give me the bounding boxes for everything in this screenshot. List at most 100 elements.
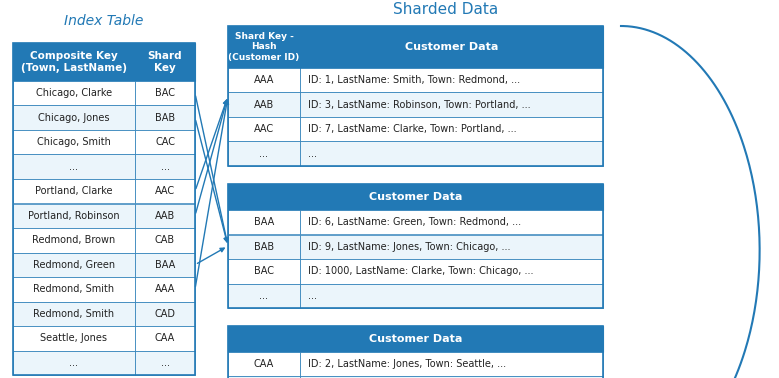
Bar [13,253,135,277]
Bar [13,105,135,130]
Text: AAC: AAC [254,124,274,134]
Bar [135,81,195,105]
Text: Redmond, Green: Redmond, Green [33,260,115,270]
Bar [300,234,603,259]
Text: BAA: BAA [254,217,274,227]
Text: Redmond, Brown: Redmond, Brown [33,235,115,245]
Text: ...: ... [308,291,317,301]
Bar [228,184,603,308]
Text: CAB: CAB [155,235,175,245]
Text: Composite Key
(Town, LastName): Composite Key (Town, LastName) [21,51,127,73]
Bar [13,130,135,155]
Text: BAB: BAB [155,113,175,123]
Text: ...: ... [160,358,170,368]
Bar [13,43,135,81]
Text: ID: 2, LastName: Jones, Town: Seattle, ...: ID: 2, LastName: Jones, Town: Seattle, .… [308,359,506,369]
Text: AAB: AAB [155,211,175,221]
Bar [13,203,135,228]
Bar [228,234,300,259]
Bar [228,210,300,234]
Text: ...: ... [308,149,317,159]
Bar [13,350,135,375]
Text: AAC: AAC [155,186,175,196]
Text: BAA: BAA [155,260,175,270]
Bar [135,228,195,253]
Text: ID: 3, LastName: Robinson, Town: Portland, ...: ID: 3, LastName: Robinson, Town: Portlan… [308,100,530,110]
Bar [135,130,195,155]
Bar [135,350,195,375]
Text: CAA: CAA [155,333,175,343]
Text: Chicago, Jones: Chicago, Jones [38,113,110,123]
Bar [228,284,300,308]
Bar [300,259,603,284]
Bar [135,302,195,326]
Bar [228,117,300,141]
Text: Chicago, Clarke: Chicago, Clarke [36,88,112,98]
Bar [13,302,135,326]
Text: CAD: CAD [154,309,175,319]
Text: BAC: BAC [254,266,274,276]
Bar [228,376,300,378]
Bar [300,117,603,141]
Text: CAC: CAC [155,137,175,147]
Text: BAC: BAC [155,88,175,98]
Bar [135,326,195,350]
Bar [228,326,603,352]
Bar [228,326,603,378]
Text: ID: 9, LastName: Jones, Town: Chicago, ...: ID: 9, LastName: Jones, Town: Chicago, .… [308,242,510,252]
Bar [300,376,603,378]
Text: CAA: CAA [254,359,274,369]
Text: ...: ... [160,162,170,172]
Text: Customer Data: Customer Data [368,192,462,202]
Bar [135,253,195,277]
Bar [228,259,300,284]
Bar [135,179,195,203]
Text: ID: 1, LastName: Smith, Town: Redmond, ...: ID: 1, LastName: Smith, Town: Redmond, .… [308,75,520,85]
Bar [13,277,135,302]
Bar [135,43,195,81]
Text: Sharded Data: Sharded Data [393,3,498,17]
Text: Shard
Key: Shard Key [148,51,182,73]
Bar [228,184,603,210]
Text: ID: 7, LastName: Clarke, Town: Portland, ...: ID: 7, LastName: Clarke, Town: Portland,… [308,124,516,134]
Bar [135,277,195,302]
Text: BAB: BAB [254,242,274,252]
Text: ...: ... [69,358,79,368]
Bar [13,81,135,105]
Bar [300,141,603,166]
Text: Seattle, Jones: Seattle, Jones [41,333,108,343]
Bar [300,352,603,376]
Bar [300,284,603,308]
Text: Redmond, Smith: Redmond, Smith [33,284,115,294]
Bar [228,26,603,166]
Bar [300,93,603,117]
Text: ID: 6, LastName: Green, Town: Redmond, ...: ID: 6, LastName: Green, Town: Redmond, .… [308,217,521,227]
Bar [228,68,300,93]
Text: AAA: AAA [254,75,274,85]
Bar [13,179,135,203]
Text: Redmond, Smith: Redmond, Smith [33,309,115,319]
Bar [13,228,135,253]
Text: Customer Data: Customer Data [368,334,462,344]
Bar [228,352,300,376]
Bar [135,105,195,130]
Text: ...: ... [69,162,79,172]
Text: ...: ... [259,149,269,159]
Bar [13,43,195,375]
Bar [228,26,603,68]
Text: Portland, Clarke: Portland, Clarke [35,186,113,196]
Text: Customer Data: Customer Data [405,42,499,52]
Text: ID: 1000, LastName: Clarke, Town: Chicago, ...: ID: 1000, LastName: Clarke, Town: Chicag… [308,266,534,276]
Bar [13,155,135,179]
Text: AAB: AAB [254,100,274,110]
Bar [135,155,195,179]
Text: Portland, Robinson: Portland, Robinson [28,211,120,221]
Text: Chicago, Smith: Chicago, Smith [37,137,111,147]
Bar [228,141,300,166]
Text: ...: ... [259,291,269,301]
Bar [135,203,195,228]
Bar [300,210,603,234]
Text: AAA: AAA [155,284,175,294]
Bar [228,93,300,117]
Bar [300,68,603,93]
